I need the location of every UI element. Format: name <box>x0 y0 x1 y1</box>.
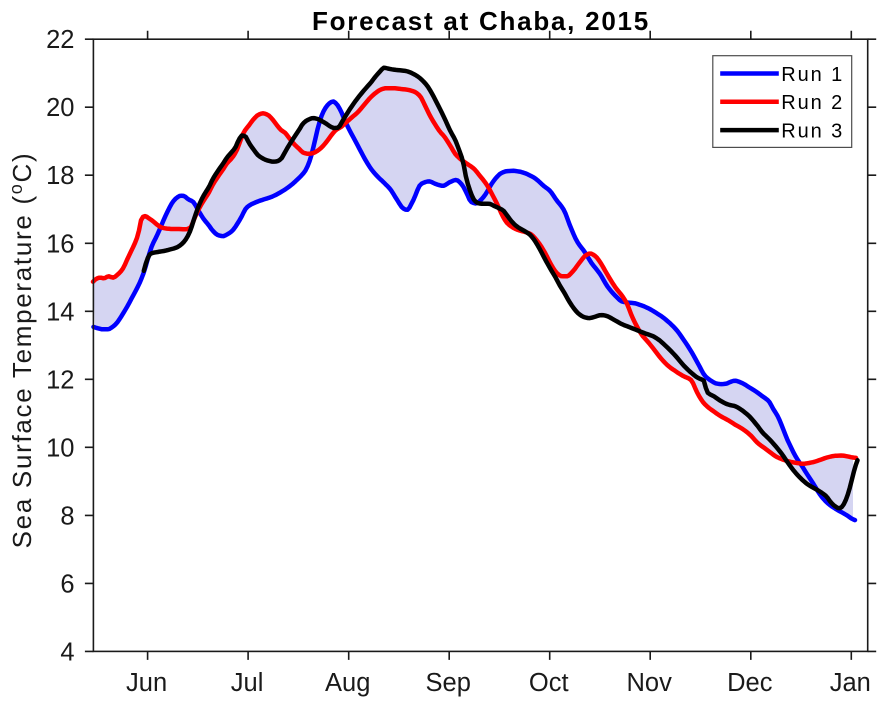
svg-text:Sea Surface Temperature (oC): Sea Surface Temperature (oC) <box>6 152 37 549</box>
svg-text:Run 1: Run 1 <box>781 64 844 86</box>
svg-text:Aug: Aug <box>325 669 370 697</box>
svg-text:Run 2: Run 2 <box>781 92 844 114</box>
svg-text:Forecast at Chaba, 2015: Forecast at Chaba, 2015 <box>312 6 650 36</box>
svg-text:Nov: Nov <box>627 669 673 697</box>
svg-text:20: 20 <box>46 94 74 122</box>
svg-text:Dec: Dec <box>727 669 773 697</box>
svg-text:Jul: Jul <box>231 669 264 697</box>
svg-text:18: 18 <box>46 162 74 190</box>
svg-text:Oct: Oct <box>529 669 569 697</box>
svg-text:14: 14 <box>46 298 74 326</box>
svg-text:Jan: Jan <box>830 669 871 697</box>
svg-text:4: 4 <box>60 638 74 666</box>
svg-text:10: 10 <box>46 434 74 462</box>
svg-text:8: 8 <box>60 502 74 530</box>
svg-text:Sep: Sep <box>426 669 471 697</box>
svg-text:6: 6 <box>60 570 74 598</box>
svg-text:Run 3: Run 3 <box>781 120 844 142</box>
svg-text:22: 22 <box>46 26 74 54</box>
svg-text:Jun: Jun <box>126 669 167 697</box>
svg-text:16: 16 <box>46 230 74 258</box>
svg-text:12: 12 <box>46 366 74 394</box>
